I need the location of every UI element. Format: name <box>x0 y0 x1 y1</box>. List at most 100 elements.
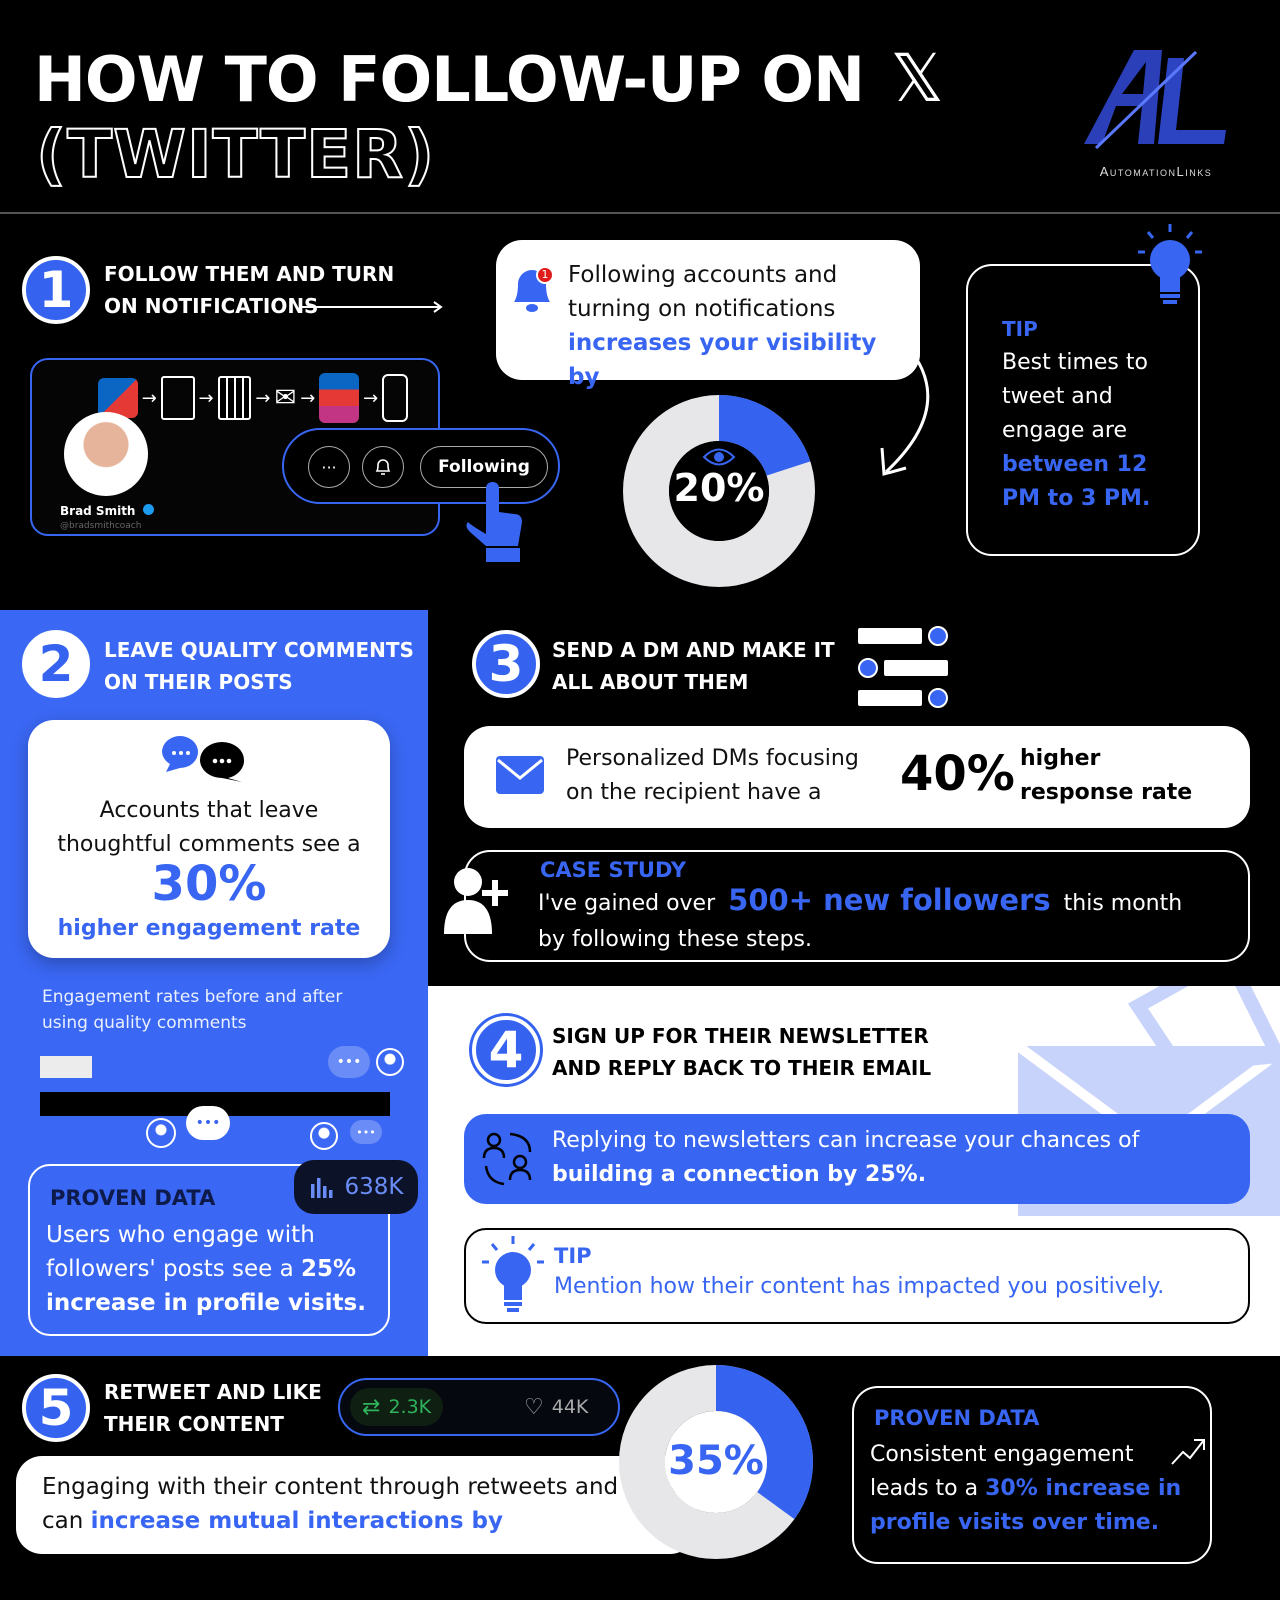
bell-plus-icon <box>375 459 391 475</box>
step2-title: LEAVE QUALITY COMMENTS ON THEIR POSTS <box>104 638 414 694</box>
workflow-icons: → → → ✉ → → <box>98 370 408 426</box>
retweet-card: Engaging with their content through retw… <box>16 1456 696 1554</box>
dm-text: Personalized DMs focusing on the recipie… <box>566 746 859 805</box>
step1-title: FOLLOW THEM AND TURN ON NOTIFICATIONS <box>104 262 395 318</box>
step3-title: SEND A DM AND MAKE IT ALL ABOUT THEM <box>552 638 835 694</box>
step5-number: 5 <box>22 1374 90 1442</box>
case-text-line2: by following these steps. <box>538 927 813 952</box>
tip-text-2: Mention how their content has impacted y… <box>554 1274 1165 1299</box>
arrow-right-icon <box>302 301 443 313</box>
step4-section: 4 SIGN UP FOR THEIR NEWSLETTER AND REPLY… <box>428 986 1280 1356</box>
visibility-bubble: 1 Following accounts and turning on noti… <box>496 240 920 390</box>
profile-handle: @bradsmithcoach <box>60 521 142 531</box>
tip-label: TIP <box>1002 317 1038 341</box>
bar-chart-icon <box>310 1178 332 1198</box>
lightbulb-icon <box>482 1236 544 1312</box>
case-label: CASE STUDY <box>540 858 687 882</box>
arrow-icon: → <box>255 387 271 409</box>
brand-logo-icon <box>1084 50 1226 150</box>
step5-section: 5 RETWEET AND LIKE THEIR CONTENT ⇄ 2.3K … <box>0 1356 1280 1600</box>
step5-title: RETWEET AND LIKE THEIR CONTENT <box>104 1380 322 1436</box>
title-line-1: HOW TO FOLLOW-UP ON <box>34 43 865 116</box>
comments-highlight: higher engagement rate <box>57 916 361 941</box>
arrow-icon: → <box>300 387 316 409</box>
retweet-icon: ⇄ <box>362 1394 381 1420</box>
before-bar <box>40 1056 92 1078</box>
retweet-button[interactable]: ⇄ 2.3K <box>350 1388 444 1426</box>
phone-icon <box>382 374 408 422</box>
notification-badge: 1 <box>536 266 554 284</box>
step1-section: 1 FOLLOW THEM AND TURN ON NOTIFICATIONS … <box>0 214 1280 610</box>
visibility-text: Following accounts and turning on notifi… <box>568 262 838 322</box>
tip-highlight: between 12 PM to 3 PM. <box>1002 452 1151 511</box>
chat-list-icon <box>858 624 958 708</box>
comments-card: Accounts that leave thoughtful comments … <box>28 720 390 958</box>
case-highlight: 500+ new followers <box>728 883 1051 917</box>
tip-text: Best times to tweet and engage are <box>1002 350 1148 443</box>
social-apps-icon <box>319 373 360 423</box>
profile-name-text: Brad Smith <box>60 504 136 518</box>
case-text: I've gained over 500+ new followers this… <box>538 882 1238 958</box>
step4-title: SIGN UP FOR THEIR NEWSLETTER AND REPLY B… <box>552 1024 932 1080</box>
proven-text-body: Users who engage with followers' posts s… <box>46 1222 315 1282</box>
newsletter-text: Replying to newsletters can increase you… <box>552 1124 1232 1192</box>
like-button[interactable]: ♡ 44K <box>524 1388 588 1426</box>
brand-name: AutomationLinks <box>1099 164 1213 179</box>
proven-label-5: PROVEN DATA <box>874 1406 1040 1430</box>
connection-cycle-icon <box>482 1132 532 1186</box>
views-count: 638K <box>344 1174 404 1200</box>
retweet-highlight: increase mutual interactions by <box>90 1508 503 1534</box>
arrow-icon: → <box>363 387 379 409</box>
notification-bell-button[interactable] <box>362 446 404 488</box>
newsletter-card: Replying to newsletters can increase you… <box>464 1114 1250 1204</box>
dm-highlight: higher response rate <box>1020 746 1193 805</box>
interactions-percent: 35% <box>668 1438 764 1484</box>
newsletter-highlight: building a connection by 25%. <box>552 1162 927 1187</box>
trend-up-icon <box>1171 1439 1205 1465</box>
envelope-icon <box>496 756 544 794</box>
add-user-icon <box>444 868 508 934</box>
visibility-donut: 20% <box>622 394 816 588</box>
retweet-text: Engaging with their content through retw… <box>42 1474 677 1534</box>
tip-box-1: TIP Best times to tweet and engage are b… <box>966 264 1200 556</box>
visibility-highlight: increases your visibility by <box>568 330 877 390</box>
newsletter-text-body: Replying to newsletters can increase you… <box>552 1128 1140 1153</box>
follow-controls: ··· Following <box>282 428 560 504</box>
more-button[interactable]: ··· <box>308 446 350 488</box>
social-apps-icon <box>98 378 138 418</box>
eye-icon <box>702 448 736 466</box>
page-title: HOW TO FOLLOW-UP ON 𝕏 <box>34 40 944 117</box>
proven-data-box-5: PROVEN DATA Consistent engagement leads … <box>852 1386 1212 1564</box>
calendar-icon <box>217 376 252 420</box>
user-icon <box>146 1118 176 1148</box>
arrow-icon: → <box>198 387 214 409</box>
chat-bubbles-icon <box>162 736 245 782</box>
like-count: 44K <box>551 1396 589 1418</box>
dm-value: 40% <box>900 746 1015 802</box>
interactions-donut: 35% <box>618 1364 814 1560</box>
hand-pointer-icon <box>466 482 522 562</box>
retweet-count: 2.3K <box>388 1396 432 1418</box>
interactions-donut-chart <box>619 1365 813 1559</box>
following-button[interactable]: Following <box>420 446 548 488</box>
case-text-before: I've gained over <box>538 891 716 916</box>
chat-bubble-icon: ••• <box>186 1106 230 1140</box>
arrow-icon: → <box>141 387 157 409</box>
proven-highlight-2: increase in profile visits. <box>46 1290 366 1316</box>
lightbulb-icon <box>1138 224 1202 304</box>
profile-name: Brad Smith <box>60 504 154 518</box>
tip-box-2: TIP Mention how their content has impact… <box>464 1228 1250 1324</box>
form-icon <box>160 376 195 420</box>
proven-text-5: Consistent engagement leads to a 30% inc… <box>870 1438 1190 1540</box>
visibility-donut-chart <box>623 395 815 587</box>
visibility-percent: 20% <box>673 466 765 510</box>
x-logo-icon: 𝕏 <box>890 40 944 117</box>
verified-icon <box>142 504 154 515</box>
step3-number: 3 <box>472 630 540 698</box>
step1-number: 1 <box>22 256 90 324</box>
user-icon <box>376 1048 404 1076</box>
comments-text: Accounts that leave thoughtful comments … <box>57 798 361 857</box>
views-badge: 638K <box>294 1160 418 1214</box>
case-text-after: this month <box>1063 891 1183 916</box>
user-icon <box>310 1122 338 1150</box>
